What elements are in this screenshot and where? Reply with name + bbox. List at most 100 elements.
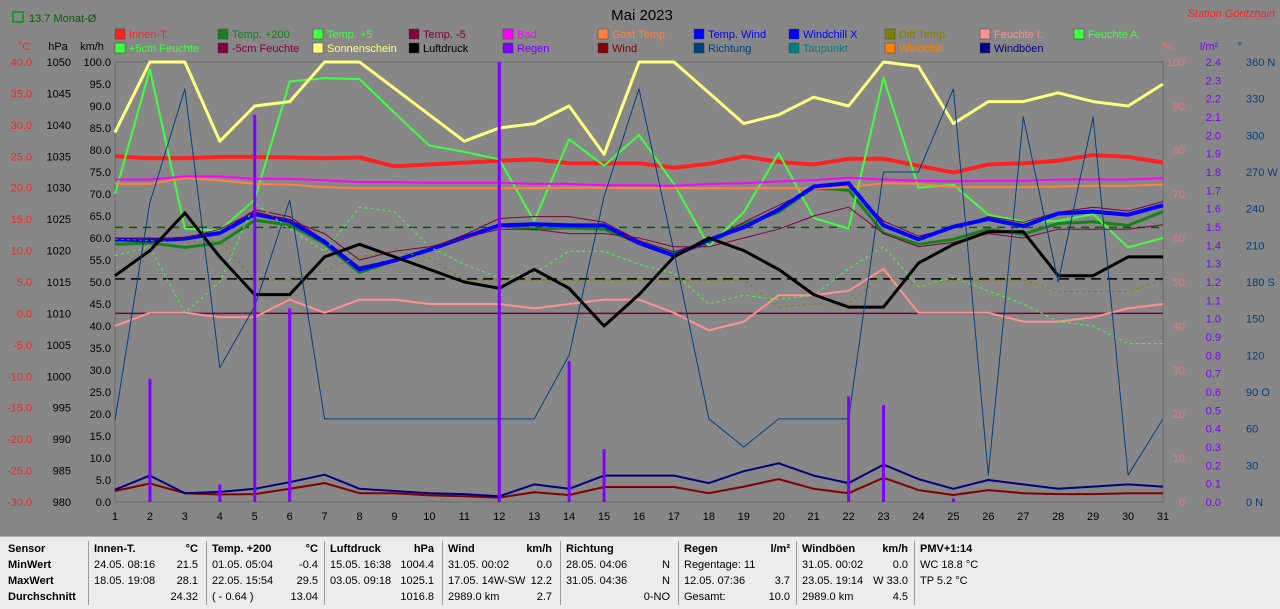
y-tick-label: 95.0 [90,79,111,91]
legend-swatch [884,42,896,54]
stats-col-innen: Innen-T. °C 24.05. 08:16 21.5 18.05. 19:08… [94,541,198,607]
stats-min-time: 28.05. 04:06 [566,559,628,571]
y-tick-label: -25.0 [7,466,32,478]
x-tick-label: 19 [738,511,750,523]
series-line [114,238,1164,308]
y-tick-label: 15.0 [11,214,32,226]
stats-divider [678,541,679,605]
legend-label: Regen [517,43,549,55]
series-line [114,68,1164,249]
stats-max-time: 12.05. 07:36 [684,575,746,587]
legend-swatch [408,42,420,54]
axis-unit-temp_c: °C [18,41,30,53]
series-line [115,177,1164,190]
stats-min-time: 15.05. 16:38 [330,559,392,571]
legend-label: Feuchte I. [994,29,1043,41]
stats-col-windboeen: Windböen km/h 31.05. 00:02 0.0 23.05. 19:1… [802,541,908,607]
stats-divider [206,541,207,605]
y-tick-label: 150 [1246,314,1264,326]
legend-swatch [312,28,324,40]
y-tick-label: 50.0 [90,277,111,289]
stats-distance: 2989.0 km [802,591,854,603]
y-tick-label: 2.3 [1206,75,1221,87]
y-tick-label: 90 [1173,101,1185,113]
stats-windchill: WC 18.8 °C [920,559,979,571]
axis-unit-rain: l/m² [1200,41,1219,53]
monthly-average-note: 13.7 Monat-Ø [29,13,97,25]
stats-divider [88,541,89,605]
y-tick-label: 1005 [47,340,71,352]
stats-avg-note: ( - 0.64 ) [212,591,254,603]
legend-label: Windböen [994,43,1044,55]
series-line [114,476,1163,499]
legend-swatch [1073,28,1085,40]
series-line [113,60,1164,156]
stats-avg-value: 0-NO [643,591,670,603]
stats-min-value: 21.5 [176,559,198,571]
legend-label: Innen-T. [129,29,169,41]
y-tick-label: 1.7 [1206,185,1221,197]
y-tick-label: 5.0 [96,475,111,487]
legend-label: Wind [612,43,637,55]
legend-swatch [217,28,229,40]
stats-header-innen: Innen-T. [94,543,136,555]
y-tick-label: 60 [1173,233,1185,245]
legend-label: Temp. +5 [327,29,373,41]
y-tick-label: 90.0 [90,101,111,113]
y-tick-label: -20.0 [7,434,32,446]
stats-min-value: N [662,559,670,571]
stats-unit: km/h [526,543,552,555]
y-tick-label: 0.0 [1206,497,1221,509]
stats-label-max: MaxWert [8,575,54,587]
legend-swatch [502,42,514,54]
x-tick-label: 23 [877,511,889,523]
legend-label: Luftdruck [423,43,469,55]
y-tick-label: 0.8 [1206,350,1221,362]
stats-header-wind: Wind [448,543,475,555]
legend-label: +5cm Feuchte [129,43,199,55]
x-tick-label: 13 [528,511,540,523]
y-tick-label: 0.7 [1206,369,1221,381]
stats-header-pmv: PMV+1:14 [920,543,973,555]
legend-label: Windchill X [803,29,858,41]
y-tick-label: 0.1 [1206,479,1221,491]
x-tick-label: 11 [459,511,470,523]
y-tick-label: 360 N [1246,57,1275,69]
stats-max-time: 03.05. 09:18 [330,575,392,587]
legend-label: Sonnenschein [327,43,397,55]
axis-unit-wind_kmh: km/h [80,41,104,53]
stats-header-richtung: Richtung [566,543,614,555]
y-tick-label: 180 S [1246,277,1275,289]
stats-max-time: 22.05. 15:54 [212,575,274,587]
y-tick-label: 20.0 [90,409,111,421]
stats-min-time: 31.05. 00:02 [802,559,864,571]
x-tick-label: 15 [598,511,610,523]
stats-avg-value: 13.04 [290,591,318,603]
x-tick-label: 24 [912,511,924,523]
y-tick-label: 240 [1246,204,1264,216]
station-name: Station Göritzhain [1188,8,1275,20]
stats-header-luftdruck: Luftdruck [330,543,381,555]
stats-min-time: 01.05. 05:04 [212,559,274,571]
chart-title: Mai 2023 [611,7,673,24]
stats-min-time: 24.05. 08:16 [94,559,156,571]
legend-swatch [408,28,420,40]
y-tick-label: -10.0 [7,371,32,383]
y-tick-label: -5.0 [13,340,32,352]
stats-distance: 2989.0 km [448,591,500,603]
x-tick-label: 28 [1052,511,1064,523]
legend-swatch [693,42,705,54]
y-tick-label: 980 [53,497,71,509]
stats-header-windboeen: Windböen [802,543,856,555]
y-tick-label: 1.0 [1206,314,1221,326]
y-tick-label: 80.0 [90,145,111,157]
y-tick-label: 10 [1173,453,1185,465]
y-tick-label: 1050 [47,57,71,69]
y-tick-label: 40 [1173,321,1185,333]
y-tick-label: 65.0 [90,211,111,223]
axis-unit-pressure_hpa: hPa [48,41,68,53]
x-tick-label: 10 [423,511,435,523]
x-tick-label: 6 [287,511,293,523]
y-tick-label: 60.0 [90,233,111,245]
y-tick-label: 15.0 [90,431,111,443]
